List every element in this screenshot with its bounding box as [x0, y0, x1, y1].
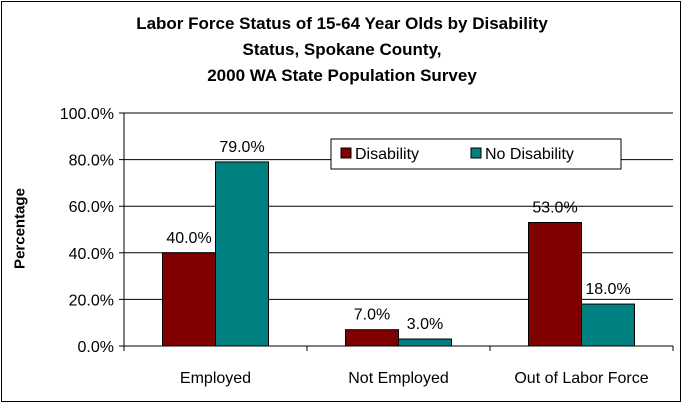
data-label-disability-0: 40.0% — [166, 230, 211, 247]
chart-title-line-2: Status, Spokane County, — [242, 40, 442, 59]
bar-disability-1 — [345, 329, 399, 347]
y-tick-label-1: 20.0% — [69, 292, 114, 309]
bar-no-disability-1 — [398, 338, 452, 347]
data-label-no-disability-1: 3.0% — [407, 316, 443, 333]
chart-title-line-1: Labor Force Status of 15-64 Year Olds by… — [136, 14, 548, 33]
data-label-disability-2: 53.0% — [532, 200, 577, 217]
y-tick-label-2: 40.0% — [69, 246, 114, 263]
y-tick-label-5: 100.0% — [60, 106, 114, 123]
bar-disability-2 — [528, 222, 582, 347]
data-label-no-disability-0: 79.0% — [219, 139, 264, 156]
x-tick-label-1: Not Employed — [348, 370, 449, 387]
legend-label-1: No Disability — [485, 146, 574, 163]
x-tick-label-2: Out of Labor Force — [514, 370, 648, 387]
bar-no-disability-0 — [215, 161, 269, 347]
legend-label-0: Disability — [355, 146, 419, 163]
legend-swatch-1 — [470, 147, 482, 159]
chart-title-line-3: 2000 WA State Population Survey — [207, 66, 477, 85]
bar-no-disability-2 — [581, 303, 635, 347]
y-tick-label-0: 0.0% — [78, 339, 114, 356]
bar-disability-0 — [162, 252, 216, 347]
data-label-disability-1: 7.0% — [354, 307, 390, 324]
x-tick-label-0: Employed — [180, 370, 251, 387]
legend-swatch-0 — [340, 147, 352, 159]
y-tick-label-3: 60.0% — [69, 199, 114, 216]
y-tick-label-4: 80.0% — [69, 153, 114, 170]
data-label-no-disability-2: 18.0% — [585, 281, 630, 298]
